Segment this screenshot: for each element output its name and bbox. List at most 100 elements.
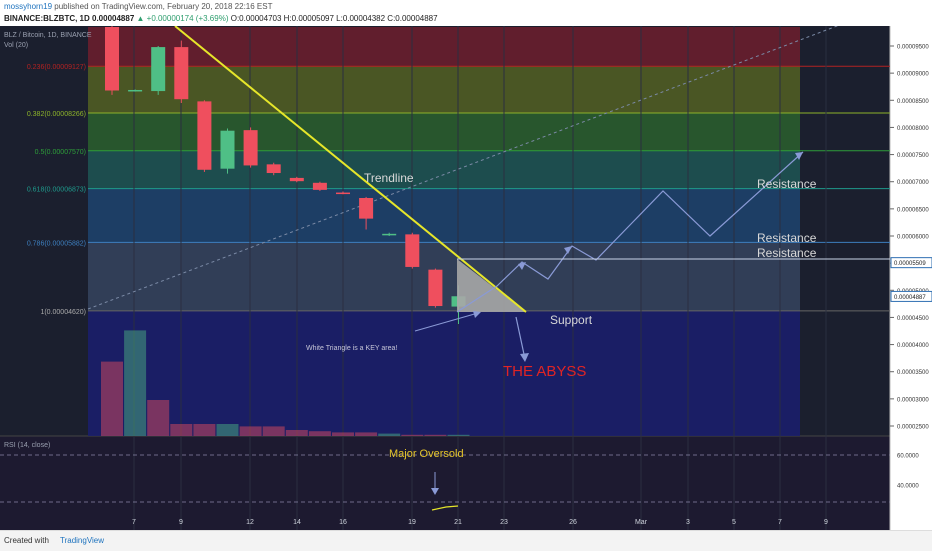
y-tick-label: 0.00003500 <box>897 370 929 376</box>
price-tags: 0.00005509 0.00004887 <box>890 257 932 302</box>
abyss-arrowhead <box>520 353 529 362</box>
price-axis-bg <box>890 26 932 530</box>
x-tick-label: 7 <box>778 519 782 526</box>
candle-body <box>359 198 374 219</box>
candle-body <box>405 234 420 267</box>
candle-body <box>105 27 119 91</box>
y-tick-label: 0.00009000 <box>897 72 929 78</box>
time-axis: 7 9 12 14 16 19 21 23 26 Mar 3 5 7 9 <box>132 519 828 526</box>
rsi-tick-label: 60.0000 <box>897 454 919 460</box>
y-tick-label: 0.00003000 <box>897 397 929 403</box>
vertical-grid <box>133 26 827 530</box>
x-tick-label: 9 <box>179 519 183 526</box>
footer-bar: Created with TradingView <box>0 530 932 551</box>
fib-zone <box>88 66 800 113</box>
x-tick-label: 3 <box>686 519 690 526</box>
candle-body <box>428 269 443 307</box>
volume-bar <box>124 330 147 436</box>
resistance-label-2: Resistance <box>757 231 817 245</box>
candle-body <box>336 192 350 195</box>
x-tick-label: 5 <box>732 519 736 526</box>
x-tick-label: 19 <box>408 519 416 526</box>
symbol-price: BINANCE:BLZBTC, 1D 0.00004887 <box>4 14 135 23</box>
candle-body <box>197 101 212 170</box>
x-tick-label: 9 <box>824 519 828 526</box>
rsi-label: RSI (14, close) <box>4 442 50 449</box>
trendline-label: Trendline <box>364 171 414 185</box>
price-tag-label: 0.00005509 <box>894 261 926 267</box>
y-tick-label: 0.00007000 <box>897 180 929 186</box>
x-tick-label: 26 <box>569 519 577 526</box>
volume-label: Vol (20) <box>4 42 28 49</box>
x-tick-label: 21 <box>454 519 462 526</box>
x-tick-label: 14 <box>293 519 301 526</box>
author-link[interactable]: mossyhorn19 <box>4 2 53 11</box>
fib-level-label: 0.236(0.00009127) <box>27 64 86 71</box>
symbol-line: BINANCE:BLZBTC, 1D 0.00004887 ▲ +0.00000… <box>4 14 438 23</box>
oversold-arrowhead <box>431 488 439 495</box>
chart-title: BLZ / Bitcoin, 1D, BINANCE <box>4 32 92 39</box>
candle-body <box>289 177 304 182</box>
fib-level-label: 0.382(0.00008266) <box>27 111 86 118</box>
trendline-line <box>174 26 527 313</box>
x-tick-label: 12 <box>246 519 254 526</box>
y-tick-label: 0.00004500 <box>897 316 929 322</box>
volume-bar <box>262 426 285 436</box>
volume-bar <box>239 426 262 436</box>
resistance-label-3: Resistance <box>757 246 817 260</box>
fib-zone <box>88 27 800 67</box>
volume-bar <box>170 424 193 436</box>
fib-zone <box>88 188 800 243</box>
fib-level-label: 1(0.00004620) <box>40 309 86 316</box>
candle-body <box>128 89 143 92</box>
candle-body <box>174 47 189 100</box>
chart-header: mossyhorn19 published on TradingView.com… <box>0 0 932 26</box>
projection-arrowhead-2 <box>518 262 526 270</box>
note-arrowhead <box>473 311 481 318</box>
ohlc-values: O:0.00004703 H:0.00005097 L:0.00004382 C… <box>230 14 438 23</box>
volume-bar <box>424 434 447 436</box>
y-tick-label: 0.00004000 <box>897 343 929 349</box>
fib-zone <box>88 242 800 311</box>
candle-body <box>151 47 166 92</box>
dotted-channel-line <box>87 26 839 310</box>
rsi-axis: 60.0000 40.0000 <box>897 454 919 490</box>
y-tick-label: 0.00008000 <box>897 126 929 132</box>
rsi-line <box>431 505 459 511</box>
candle-body <box>220 130 235 169</box>
y-tick-label: 0.00008500 <box>897 99 929 105</box>
candle-body <box>312 182 327 190</box>
triangle-note-label: White Triangle is a KEY area! <box>306 345 397 352</box>
volume-bar <box>285 430 308 436</box>
oversold-label: Major Oversold <box>389 448 464 460</box>
price-tag-box <box>890 257 932 269</box>
fibonacci-lines: 0.236(0.00009127) 0.382(0.00008266) 0.5(0.… <box>27 64 890 316</box>
volume-bar <box>193 424 216 436</box>
note-arrow-line <box>414 312 479 332</box>
tradingview-link[interactable]: TradingView <box>60 536 105 545</box>
resistance-label-1: Resistance <box>757 177 817 191</box>
y-tick-label: 0.00002500 <box>897 425 929 431</box>
x-tick-label: 16 <box>339 519 347 526</box>
x-tick-label: Mar <box>635 519 648 526</box>
abyss-label: THE ABYSS <box>503 363 586 380</box>
volume-bar <box>332 432 354 436</box>
price-tag-label: 0.00004887 <box>894 295 926 301</box>
fib-level-label: 0.786(0.00005882) <box>27 240 86 247</box>
price-change: ▲ +0.00000174 (+3.69%) <box>136 14 229 23</box>
fib-level-label: 0.618(0.00006873) <box>27 187 86 194</box>
volume-bar <box>308 431 331 436</box>
rsi-tick-label: 40.0000 <box>897 484 919 490</box>
volume-bar <box>355 432 378 436</box>
volume-bar <box>447 434 470 436</box>
y-tick-label: 0.00006500 <box>897 207 929 213</box>
x-tick-label: 23 <box>500 519 508 526</box>
x-tick-label: 7 <box>132 519 136 526</box>
volume-bars <box>101 330 470 436</box>
volume-bar <box>378 433 401 436</box>
volume-bar <box>216 424 239 436</box>
candle-body <box>382 233 397 236</box>
abyss-zone <box>88 310 800 436</box>
publish-info: published on TradingView.com, February 2… <box>54 2 273 11</box>
fib-zone <box>88 112 800 151</box>
